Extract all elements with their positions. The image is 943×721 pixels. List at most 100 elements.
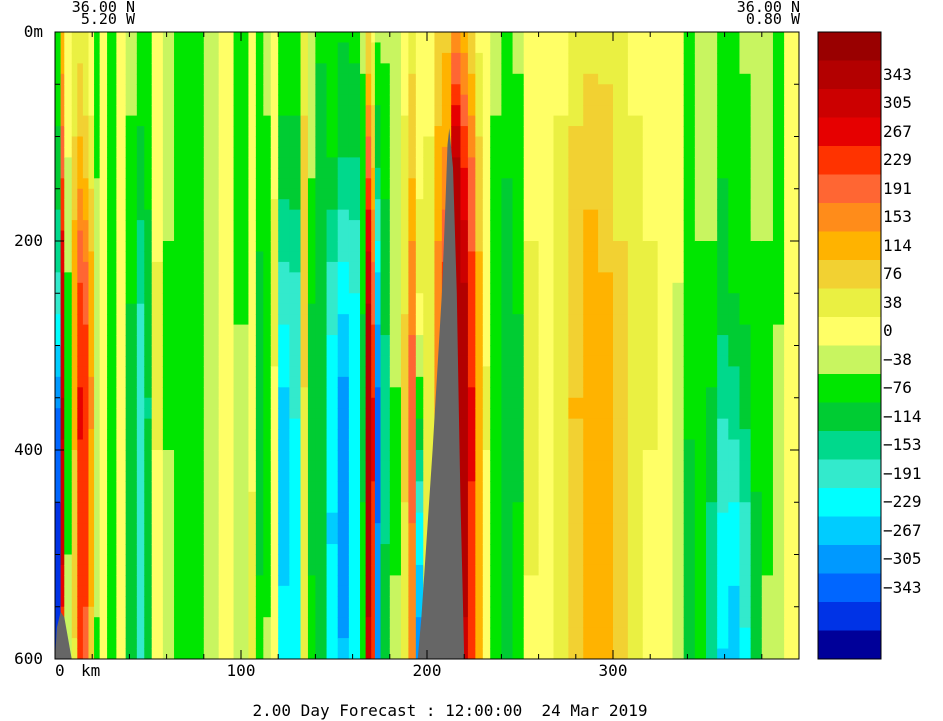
heatmap-cell: [64, 617, 73, 629]
heatmap-cell: [116, 178, 127, 190]
heatmap-cell: [77, 366, 84, 378]
heatmap-cell: [538, 314, 555, 326]
heatmap-cell: [490, 94, 502, 106]
heatmap-cell: [460, 84, 469, 96]
heatmap-cell: [348, 251, 361, 263]
heatmap-cell: [512, 105, 525, 117]
heatmap-cell: [188, 470, 205, 482]
heatmap-cell: [99, 554, 108, 566]
heatmap-cell: [125, 324, 138, 336]
heatmap-cell: [482, 94, 491, 106]
heatmap-cell: [400, 387, 409, 399]
heatmap-cell: [94, 460, 101, 472]
heatmap-cell: [162, 272, 175, 284]
heatmap-cell: [434, 303, 443, 315]
heatmap-cell: [144, 32, 153, 44]
heatmap-cell: [144, 314, 153, 326]
heatmap-cell: [94, 32, 101, 44]
heatmap-cell: [512, 345, 525, 357]
heatmap-cell: [255, 105, 264, 117]
heatmap-cell: [162, 418, 175, 430]
heatmap-cell: [151, 491, 164, 503]
heatmap-cell: [360, 617, 367, 629]
heatmap-cell: [374, 146, 382, 158]
heatmap-cell: [203, 355, 220, 367]
heatmap-cell: [451, 261, 462, 273]
heatmap-cell: [451, 115, 462, 127]
heatmap-cell: [77, 450, 84, 462]
heatmap-cell: [326, 63, 339, 75]
heatmap-cell: [538, 460, 555, 472]
heatmap-cell: [460, 94, 469, 106]
heatmap-cell: [490, 585, 502, 597]
heatmap-cell: [523, 512, 540, 524]
heatmap-cell: [233, 282, 250, 294]
heatmap-cell: [82, 105, 90, 117]
heatmap-cell: [371, 408, 376, 420]
heatmap-cell: [71, 188, 78, 200]
heatmap-cell: [400, 220, 409, 232]
heatmap-cell: [174, 596, 190, 608]
heatmap-cell: [423, 42, 436, 54]
heatmap-cell: [278, 230, 290, 242]
heatmap-cell: [218, 272, 235, 284]
heatmap-cell: [326, 512, 339, 524]
heatmap-cell: [434, 209, 443, 221]
heatmap-cell: [326, 324, 339, 336]
heatmap-cell: [162, 460, 175, 472]
heatmap-cell: [365, 418, 372, 430]
heatmap-cell: [188, 335, 205, 347]
heatmap-cell: [99, 178, 108, 190]
heatmap-cell: [88, 188, 95, 200]
heatmap-cell: [107, 324, 117, 336]
colorbar-swatch: [818, 146, 881, 175]
heatmap-cell: [365, 470, 372, 482]
heatmap-cell: [337, 596, 350, 608]
heatmap-cell: [64, 585, 73, 597]
heatmap-cell: [360, 126, 367, 138]
heatmap-cell: [326, 52, 339, 64]
heatmap-cell: [337, 512, 350, 524]
heatmap-cell: [365, 387, 372, 399]
heatmap-cell: [415, 523, 424, 535]
heatmap-cell: [389, 585, 402, 597]
heatmap-cell: [203, 397, 220, 409]
heatmap-cell: [64, 376, 73, 388]
heatmap-cell: [415, 564, 424, 576]
heatmap-cell: [151, 199, 164, 211]
heatmap-cell: [82, 188, 90, 200]
heatmap-cell: [136, 42, 145, 54]
heatmap-cell: [337, 63, 350, 75]
heatmap-cell: [460, 126, 469, 138]
heatmap-cell: [55, 115, 62, 127]
heatmap-cell: [144, 136, 153, 148]
heatmap-cell: [99, 303, 108, 315]
heatmap-cell: [389, 502, 402, 514]
heatmap-cell: [523, 648, 540, 659]
heatmap-cell: [434, 178, 443, 190]
heatmap-cell: [523, 387, 540, 399]
heatmap-cell: [512, 84, 525, 96]
heatmap-cell: [307, 596, 316, 608]
heatmap-cell: [263, 544, 272, 556]
heatmap-cell: [60, 397, 65, 409]
heatmap-cell: [315, 84, 328, 96]
heatmap-cell: [315, 575, 328, 587]
heatmap-cell: [88, 470, 95, 482]
heatmap-cell: [307, 73, 316, 85]
heatmap-cell: [300, 638, 309, 650]
heatmap-cell: [188, 136, 205, 148]
heatmap-cell: [451, 63, 462, 75]
heatmap-cell: [423, 387, 436, 399]
heatmap-cell: [365, 335, 372, 347]
heatmap-cell: [151, 303, 164, 315]
heatmap-cell: [400, 335, 409, 347]
heatmap-cell: [348, 324, 361, 336]
heatmap-cell: [490, 439, 502, 451]
heatmap-cell: [482, 606, 491, 618]
heatmap-cell: [71, 450, 78, 462]
heatmap-cell: [523, 94, 540, 106]
heatmap-cell: [125, 575, 138, 587]
heatmap-cell: [233, 157, 250, 169]
heatmap-cell: [263, 241, 272, 253]
